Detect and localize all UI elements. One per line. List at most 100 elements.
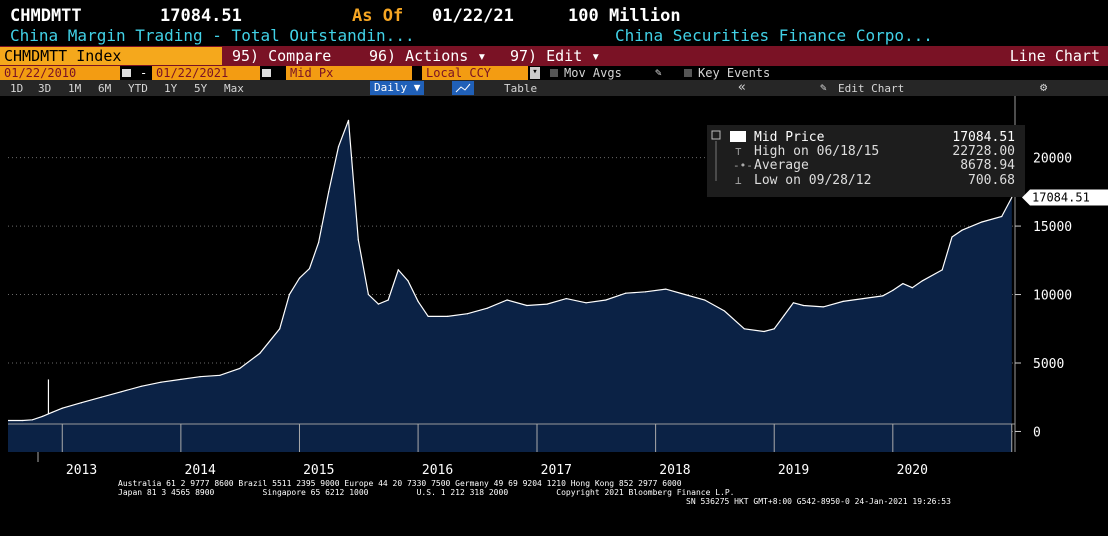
data-point	[704, 299, 706, 301]
chart-grid	[8, 157, 1015, 432]
data-point	[120, 391, 122, 393]
data-point	[367, 293, 369, 296]
chart-legend: Mid Price 17084.51 ⊤ High on 06/18/15 22…	[707, 125, 1025, 197]
legend-swatch	[730, 131, 746, 142]
legend-high-label: High on 06/18/15	[754, 144, 879, 159]
range-toolbar: 1D 3D 1M 6M YTD 1Y 5Y Max Daily ▼ Table …	[0, 80, 1108, 96]
legend-box	[707, 125, 1025, 197]
last-price-tag-text: 17084.51	[1032, 191, 1090, 205]
data-point	[723, 310, 726, 312]
range-5y[interactable]: 5Y	[194, 82, 208, 95]
legend-mid-price-label: Mid Price	[754, 130, 825, 145]
table-button[interactable]: Table	[504, 82, 538, 95]
compare-button[interactable]: 95) Compare	[232, 47, 332, 65]
x-tick-label: 2014	[185, 463, 216, 478]
data-point	[466, 313, 469, 315]
legend-high-value: 22728.00	[952, 144, 1015, 159]
range-6m[interactable]: 6M	[98, 82, 112, 95]
data-point	[902, 283, 904, 285]
range-3d[interactable]: 3D	[38, 82, 52, 95]
edit-chart-button[interactable]: Edit Chart	[838, 82, 905, 95]
data-point	[792, 302, 795, 304]
line-chart-icon[interactable]	[452, 81, 474, 95]
data-point	[61, 407, 63, 409]
last-price-tag: 17084.51	[1022, 189, 1108, 206]
as-of-date: 01/22/21	[432, 6, 514, 26]
data-point	[219, 374, 221, 376]
data-point	[407, 280, 409, 282]
data-point	[862, 298, 864, 300]
range-1m[interactable]: 1M	[68, 82, 82, 95]
data-point	[347, 119, 350, 121]
as-of-label: As Of	[352, 6, 404, 26]
price-field-select[interactable]: Mid Px	[286, 66, 412, 80]
data-point	[773, 328, 775, 330]
range-1y[interactable]: 1Y	[164, 82, 178, 95]
data-point	[981, 221, 983, 223]
calendar-icon[interactable]	[262, 69, 271, 77]
pencil-icon[interactable]: ✎	[655, 66, 662, 79]
mov-avgs-checkbox[interactable]	[550, 69, 558, 77]
data-point	[941, 269, 943, 271]
y-tick-label: 20000	[1033, 152, 1072, 167]
data-point	[318, 241, 320, 244]
range-max[interactable]: Max	[224, 82, 244, 95]
legend-low-value: 700.68	[968, 173, 1015, 188]
footer-contacts-line1: Australia 61 2 9777 8600 Brazil 5511 239…	[118, 479, 682, 488]
data-point	[882, 295, 884, 297]
source-name: China Securities Finance Corpo...	[615, 26, 933, 45]
data-point	[328, 191, 330, 193]
data-point	[842, 300, 844, 302]
data-point	[41, 415, 44, 417]
legend-low-label: Low on 09/28/12	[754, 173, 871, 188]
data-point	[1001, 215, 1003, 218]
y-tick-label: 10000	[1033, 289, 1072, 304]
key-events-checkbox[interactable]	[684, 69, 692, 77]
ticker-symbol: CHMDMTT	[10, 6, 82, 26]
range-1d[interactable]: 1D	[10, 82, 24, 95]
actions-button[interactable]: 96) Actions ▾	[369, 47, 487, 65]
data-point	[605, 299, 607, 301]
calendar-icon[interactable]	[122, 69, 131, 77]
last-value: 17084.51	[160, 6, 242, 26]
key-events-label[interactable]: Key Events	[698, 66, 771, 80]
data-point	[763, 330, 765, 333]
data-point	[427, 315, 429, 317]
line-chart-glyph	[455, 83, 471, 93]
dropdown-arrow-icon[interactable]: ▾	[530, 67, 540, 79]
x-tick-label: 2019	[778, 463, 809, 478]
view-type-label[interactable]: Line Chart	[1009, 47, 1100, 65]
start-date-field[interactable]: 01/22/2010	[0, 66, 120, 80]
security-header: CHMDMTT 17084.51 As Of 01/22/21 100 Mill…	[0, 6, 1108, 26]
pencil-icon[interactable]: ✎	[820, 81, 827, 94]
index-field[interactable]: CHMDMTT Index	[0, 47, 222, 65]
x-tick-label: 2013	[66, 463, 97, 478]
high-marker-icon: ⊤	[735, 145, 742, 158]
footer-session-line: SN 536275 HKT GMT+8:00 G542-8950-0 24-Ja…	[686, 497, 951, 506]
gear-icon[interactable]: ⚙	[1040, 80, 1048, 94]
data-point	[447, 315, 449, 317]
data-point	[625, 292, 627, 294]
currency-select[interactable]: Local CCY	[422, 66, 528, 80]
collapse-icon[interactable]: «	[738, 80, 746, 95]
price-area	[8, 120, 1012, 453]
data-point	[298, 277, 301, 279]
legend-toggle-icon[interactable]	[711, 130, 721, 140]
data-point	[783, 314, 785, 316]
data-point	[585, 302, 587, 304]
security-description: China Margin Trading - Total Outstandin.…	[0, 26, 1108, 45]
last-price-tag-bg	[1022, 189, 1108, 206]
data-point	[951, 236, 953, 238]
edit-button[interactable]: 97) Edit ▾	[510, 47, 601, 65]
data-point	[911, 287, 913, 289]
end-date-field[interactable]: 01/22/2021	[152, 66, 260, 80]
data-point	[1011, 196, 1013, 199]
data-point	[506, 299, 508, 301]
range-ytd[interactable]: YTD	[128, 82, 148, 95]
footer-contacts-line2: Japan 81 3 4565 8900 Singapore 65 6212 1…	[118, 488, 735, 497]
data-point	[684, 293, 686, 296]
mov-avgs-label[interactable]: Mov Avgs	[564, 66, 622, 80]
frequency-select[interactable]: Daily ▼	[370, 81, 425, 95]
